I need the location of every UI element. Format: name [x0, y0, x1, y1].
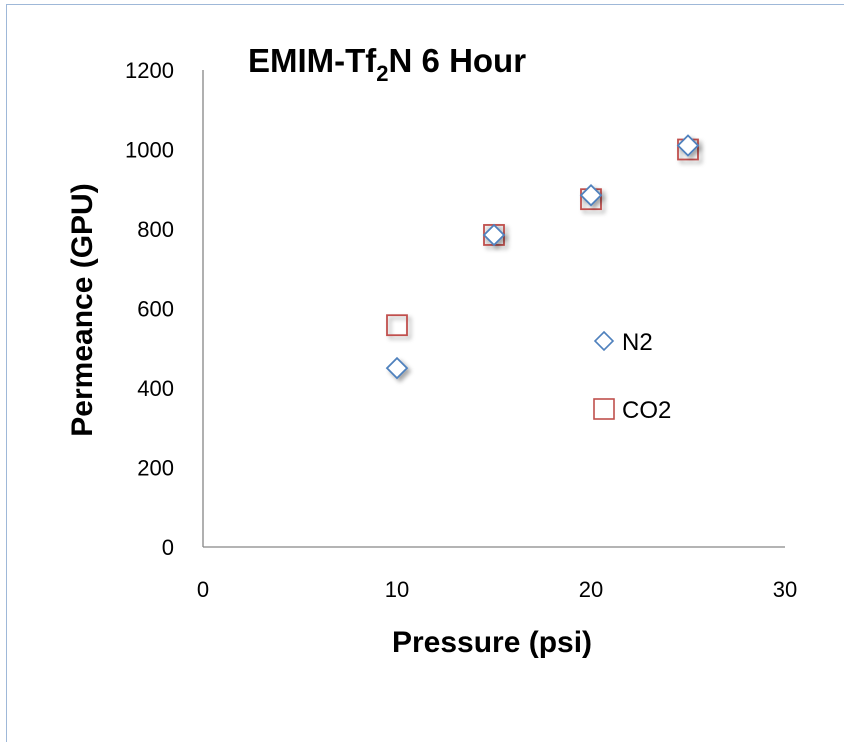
y-tick-label: 0: [162, 535, 174, 560]
co2-point: [386, 314, 408, 337]
y-tick-label: 800: [137, 217, 174, 242]
n2-point: [676, 134, 700, 157]
chart-frame: [6, 4, 844, 742]
y-tick-label: 200: [137, 456, 174, 481]
x-tick-labels: 0 10 20 30: [197, 577, 797, 602]
title-rest: N 6 Hour: [389, 42, 527, 79]
n2-point: [482, 223, 506, 247]
y-tick-label: 1200: [125, 58, 174, 83]
title-main: EMIM-Tf: [248, 42, 377, 79]
x-tick-label: 30: [773, 577, 797, 602]
legend-marker: [593, 330, 615, 352]
y-axis-title: Permeance (GPU): [66, 183, 99, 436]
n2-point: [385, 356, 409, 380]
legend: N2 CO2: [593, 329, 671, 424]
legend-label: N2: [622, 329, 653, 356]
y-tick-label: 1000: [125, 138, 174, 163]
axes: [202, 70, 785, 548]
data-points: [385, 134, 700, 380]
x-tick-label: 10: [385, 577, 409, 602]
y-tick-label: 400: [137, 376, 174, 401]
x-axis-title: Pressure (psi): [392, 626, 592, 659]
x-tick-label: 20: [579, 577, 603, 602]
chart-title: EMIM-Tf2N 6 Hour: [248, 42, 526, 86]
y-tick-label: 600: [137, 297, 174, 322]
x-tick-label: 0: [197, 577, 209, 602]
n2-point: [579, 183, 603, 207]
series-co2: [386, 138, 699, 337]
title-subscript: 2: [376, 61, 388, 86]
series-n2: [385, 134, 700, 380]
legend-marker: [593, 398, 615, 420]
y-tick-labels: 0 200 400 600 800 1000 1200: [125, 58, 174, 560]
legend-label: CO2: [622, 397, 671, 424]
legend-item-co2: CO2: [593, 397, 671, 424]
legend-item-n2: N2: [593, 329, 653, 356]
